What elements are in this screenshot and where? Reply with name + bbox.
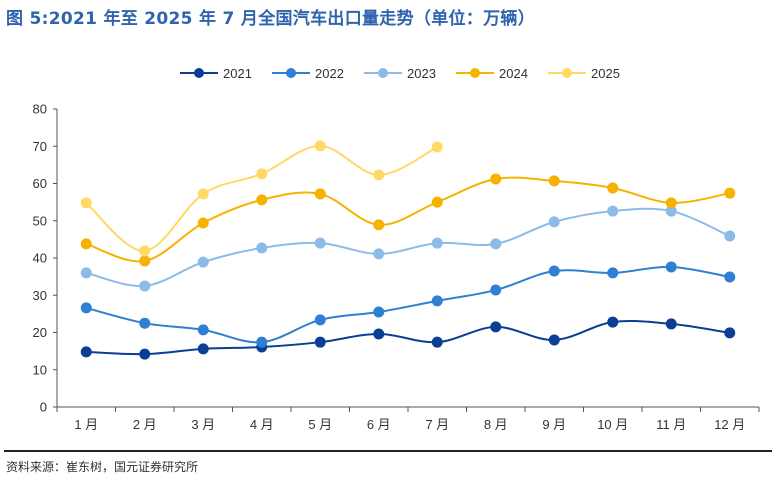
data-point-2023: [80, 267, 92, 279]
data-point-2024: [665, 197, 677, 209]
data-point-2025: [256, 168, 268, 180]
data-point-2023: [431, 237, 443, 249]
data-point-2021: [431, 336, 443, 348]
data-point-2023: [490, 238, 502, 250]
data-point-2023: [607, 205, 619, 217]
x-tick-label: 11 月: [656, 417, 686, 432]
data-point-2021: [373, 328, 385, 340]
data-point-2024: [139, 255, 151, 267]
data-point-2021: [724, 327, 736, 339]
x-tick-label: 9 月: [542, 417, 566, 432]
data-point-2025: [314, 140, 326, 152]
data-point-2022: [548, 265, 560, 277]
data-point-2023: [373, 248, 385, 260]
data-point-2023: [197, 256, 209, 268]
data-point-2021: [314, 336, 326, 348]
y-tick-label: 40: [33, 251, 47, 266]
y-tick-label: 20: [33, 325, 47, 340]
y-tick-label: 60: [33, 176, 47, 191]
data-point-2021: [139, 348, 151, 360]
series-line-2021: [86, 319, 730, 356]
line-chart: 0 10 20 30 40 50 60 70 80 1 月 2 月 3 月 4 月 5 月 6 月 7 月 8 …: [33, 66, 760, 432]
data-point-2023: [314, 237, 326, 249]
x-tick-label: 1 月: [74, 417, 98, 432]
data-point-2021: [197, 343, 209, 355]
y-tick-label: 80: [33, 102, 47, 117]
data-point-2024: [548, 175, 560, 187]
data-point-2022: [139, 317, 151, 329]
data-point-2023: [256, 242, 268, 254]
data-point-2024: [607, 182, 619, 194]
y-tick-label: 50: [33, 213, 47, 228]
x-tick-label: 8 月: [484, 417, 508, 432]
legend-marker: [194, 68, 204, 78]
data-point-2022: [431, 295, 443, 307]
data-point-2021: [665, 318, 677, 330]
data-point-2022: [607, 267, 619, 279]
legend-label: 2021: [223, 66, 252, 81]
data-point-2024: [197, 217, 209, 229]
chart-title: 图 5:2021 年至 2025 年 7 月全国汽车出口量走势（单位：万辆）: [6, 9, 535, 29]
data-point-2022: [373, 306, 385, 318]
x-tick-label: 12 月: [714, 417, 745, 432]
data-point-2023: [548, 216, 560, 228]
data-point-2022: [314, 314, 326, 326]
data-point-2024: [490, 173, 502, 185]
data-point-2022: [490, 284, 502, 296]
y-tick-label: 70: [33, 139, 47, 154]
data-point-2025: [431, 141, 443, 153]
y-tick-label: 0: [40, 400, 47, 415]
legend-marker: [378, 68, 388, 78]
y-tick-label: 30: [33, 288, 47, 303]
data-point-2022: [80, 302, 92, 314]
series-line-2022: [85, 265, 730, 344]
x-tick-label: 10 月: [597, 417, 628, 432]
x-tick-label: 7 月: [425, 417, 449, 432]
data-point-2025: [139, 245, 151, 257]
data-point-2023: [139, 280, 151, 292]
data-point-2022: [665, 261, 677, 273]
data-point-2024: [373, 219, 385, 231]
data-point-2024: [314, 188, 326, 200]
data-point-2021: [80, 346, 92, 358]
x-tick-label: 6 月: [367, 417, 391, 432]
data-point-2023: [665, 205, 677, 217]
y-tick-label: 10: [33, 362, 47, 377]
data-point-2022: [256, 336, 268, 348]
legend-marker: [470, 68, 480, 78]
legend-marker: [562, 68, 572, 78]
data-point-2025: [373, 169, 385, 181]
source-note: 资料来源：崔东树，国元证券研究所: [6, 460, 199, 474]
legend-label: 2022: [315, 66, 344, 81]
data-point-2024: [431, 196, 443, 208]
x-tick-label: 5 月: [308, 417, 332, 432]
data-point-2024: [256, 194, 268, 206]
legend-marker: [286, 68, 296, 78]
legend-label: 2023: [407, 66, 436, 81]
legend-label: 2025: [591, 66, 620, 81]
data-point-2023: [724, 230, 736, 242]
data-point-2025: [80, 197, 92, 209]
legend-label: 2024: [499, 66, 528, 81]
data-point-2024: [724, 187, 736, 199]
data-point-2022: [197, 324, 209, 336]
x-tick-label: 2 月: [133, 417, 157, 432]
data-point-2024: [80, 238, 92, 250]
data-point-2021: [607, 316, 619, 328]
data-point-2021: [490, 321, 502, 333]
data-point-2021: [548, 334, 560, 346]
data-point-2025: [197, 188, 209, 200]
data-point-2022: [724, 271, 736, 283]
x-tick-label: 4 月: [250, 417, 274, 432]
divider: [4, 450, 772, 452]
x-tick-label: 3 月: [191, 417, 215, 432]
series-line-2023: [86, 207, 731, 287]
